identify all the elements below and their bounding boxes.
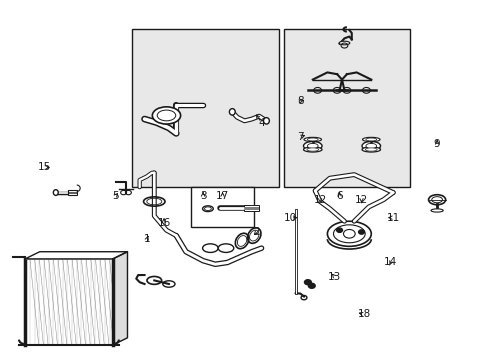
- Ellipse shape: [431, 197, 442, 203]
- Ellipse shape: [307, 138, 318, 141]
- Circle shape: [358, 230, 364, 234]
- Polygon shape: [25, 259, 113, 345]
- Ellipse shape: [333, 225, 365, 243]
- Text: 10: 10: [284, 213, 297, 222]
- Text: 2: 2: [253, 227, 260, 237]
- Text: 15: 15: [38, 162, 51, 172]
- Ellipse shape: [307, 143, 318, 148]
- Text: 17: 17: [216, 191, 229, 201]
- Text: 9: 9: [433, 139, 440, 149]
- Ellipse shape: [157, 110, 175, 121]
- Circle shape: [308, 283, 315, 288]
- Text: 13: 13: [327, 272, 341, 282]
- Text: 14: 14: [384, 257, 397, 267]
- Ellipse shape: [327, 221, 370, 246]
- Ellipse shape: [362, 137, 379, 141]
- Text: 12: 12: [354, 195, 367, 205]
- Ellipse shape: [365, 148, 376, 151]
- Ellipse shape: [361, 141, 380, 150]
- Text: 7: 7: [297, 132, 303, 142]
- Bar: [190, 187, 254, 226]
- Ellipse shape: [427, 195, 445, 205]
- Bar: [132, 30, 278, 187]
- Circle shape: [304, 280, 311, 285]
- Bar: [244, 205, 259, 211]
- Text: 3: 3: [199, 191, 206, 201]
- Ellipse shape: [365, 143, 376, 148]
- Ellipse shape: [53, 190, 58, 195]
- Text: 1: 1: [143, 234, 150, 244]
- Polygon shape: [13, 255, 26, 345]
- Ellipse shape: [152, 107, 180, 124]
- Bar: [283, 30, 409, 187]
- Circle shape: [336, 228, 342, 232]
- Text: 18: 18: [357, 310, 370, 319]
- Ellipse shape: [263, 118, 269, 124]
- Ellipse shape: [365, 138, 376, 141]
- Ellipse shape: [229, 109, 235, 115]
- Ellipse shape: [304, 137, 321, 141]
- Ellipse shape: [338, 41, 349, 45]
- Ellipse shape: [306, 148, 318, 151]
- Ellipse shape: [361, 147, 380, 152]
- Text: 4: 4: [258, 118, 264, 128]
- Text: 11: 11: [386, 213, 399, 222]
- Text: 8: 8: [297, 96, 303, 106]
- Circle shape: [343, 229, 354, 238]
- Polygon shape: [113, 252, 127, 345]
- Text: 16: 16: [157, 218, 170, 228]
- Text: 5: 5: [112, 191, 119, 201]
- Bar: [68, 190, 77, 195]
- Text: 12: 12: [313, 195, 326, 205]
- Ellipse shape: [303, 141, 322, 150]
- Polygon shape: [25, 252, 127, 259]
- Ellipse shape: [430, 209, 442, 212]
- Text: 6: 6: [336, 191, 342, 201]
- Ellipse shape: [303, 147, 322, 152]
